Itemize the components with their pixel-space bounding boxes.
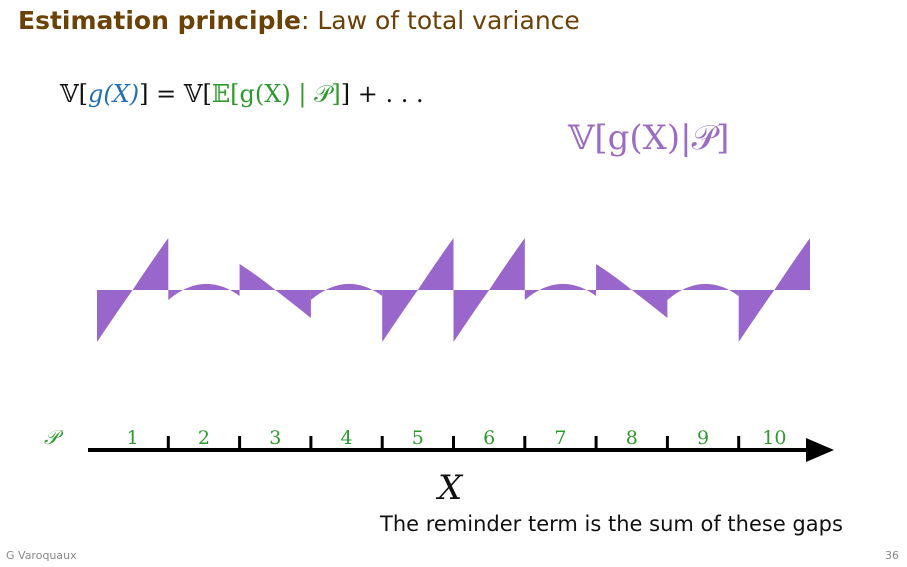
partition-label: 7 (554, 427, 566, 449)
gap-region (453, 238, 525, 342)
gap-region (382, 238, 454, 342)
gap-region (524, 283, 597, 300)
eq-rhs-close: ] + . . . (340, 80, 424, 108)
partition-label: 9 (697, 427, 709, 449)
slide-title: Estimation principle: Law of total varia… (18, 6, 580, 35)
footer-author: G Varoquaux (6, 549, 77, 562)
gap-region (168, 283, 240, 300)
gap-region (596, 264, 668, 318)
eq-conditional-expectation: 𝔼[g(X) | 𝒫] (211, 80, 341, 108)
partition-label: 1 (127, 427, 139, 449)
gap-region (667, 283, 739, 300)
partition-label: 8 (626, 427, 638, 449)
eq-lhs-close: ] = 𝕍[ (139, 80, 212, 108)
partition-label: 10 (762, 427, 786, 449)
partition-label: 5 (412, 427, 424, 449)
partition-label: 3 (269, 427, 281, 449)
gap-region (239, 264, 311, 318)
partition-label: 4 (341, 427, 353, 449)
eq-lhs-open: 𝕍[ (60, 80, 88, 108)
x-axis-label: X (438, 468, 463, 508)
page-number: 36 (885, 549, 899, 562)
x-axis-arrow (806, 438, 834, 462)
variance-decomposition-equation: 𝕍[g(X)] = 𝕍[𝔼[g(X) | 𝒫]] + . . . (60, 80, 424, 108)
partition-symbol: 𝒫 (44, 425, 64, 449)
partition-ticks: 1 2 3 4 5 6 7 8 9 10 (127, 427, 786, 450)
gap-region (97, 238, 169, 342)
gap-region (738, 238, 810, 342)
partition-label: 6 (483, 427, 495, 449)
gap-regions (97, 238, 810, 342)
caption: The reminder term is the sum of these ga… (380, 512, 843, 536)
slide-title-bold: Estimation principle (18, 6, 301, 35)
conditional-variance-label: 𝕍[g(X)|𝒫] (568, 118, 730, 158)
slide-title-rest: : Law of total variance (301, 6, 580, 35)
gap-region (310, 283, 383, 300)
partition-label: 2 (198, 427, 210, 449)
eq-g-of-x: g(X) (87, 80, 140, 108)
